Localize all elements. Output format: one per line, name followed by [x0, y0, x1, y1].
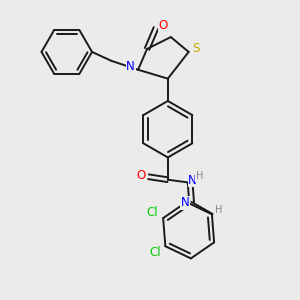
- Text: S: S: [192, 42, 200, 56]
- Text: H: H: [215, 205, 223, 215]
- Text: H: H: [196, 171, 203, 181]
- Text: N: N: [181, 196, 189, 209]
- Text: N: N: [188, 174, 197, 187]
- Text: O: O: [136, 169, 146, 182]
- Text: Cl: Cl: [150, 247, 161, 260]
- Text: N: N: [126, 60, 135, 73]
- Text: Cl: Cl: [147, 206, 158, 220]
- Text: O: O: [159, 19, 168, 32]
